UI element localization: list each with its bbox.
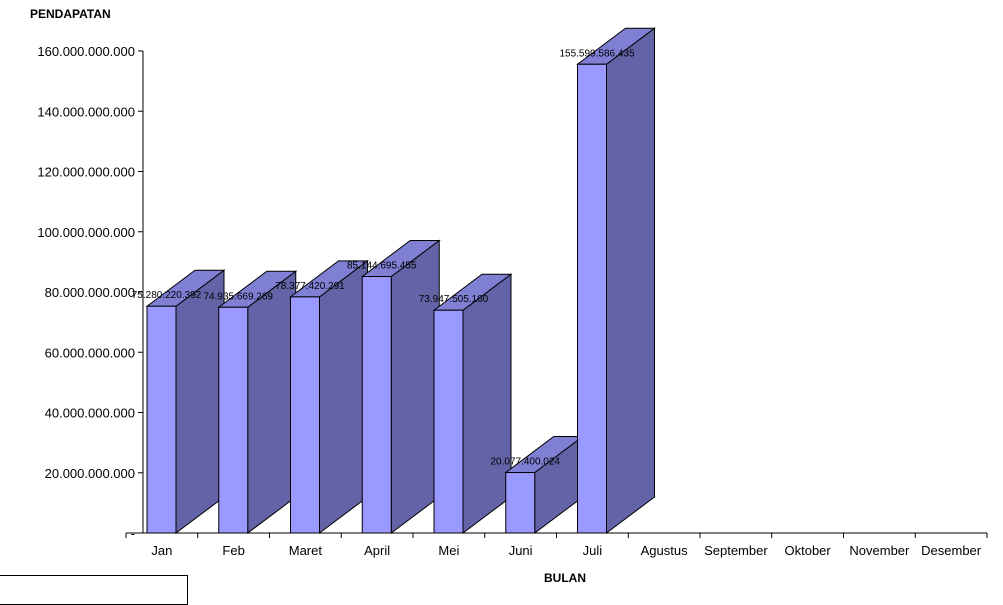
bar-front-face [290, 296, 320, 534]
y-tick-label: 120.000.000.000 [37, 165, 135, 180]
bar [576, 27, 656, 534]
data-label: 85.144.695.455 [347, 261, 417, 272]
y-tick-label: 80.000.000.000 [45, 285, 135, 300]
y-tick-label: 160.000.000.000 [37, 44, 135, 59]
y-tick-label: 20.000.000.000 [45, 466, 135, 481]
bar-side-face [247, 270, 297, 534]
bar-front-face [577, 63, 607, 534]
bar-side-face [462, 273, 512, 534]
data-label: 78.377.420.291 [275, 281, 345, 292]
x-tick-label: April [364, 543, 390, 558]
x-tick-label: Oktober [785, 543, 832, 558]
y-tick-label: 40.000.000.000 [45, 406, 135, 421]
bar-chart: PENDAPATAN BULAN -20.000.000.00040.000.0… [30, 7, 988, 585]
data-label: 74.935.669.269 [203, 291, 273, 302]
bar-side-face [390, 239, 440, 534]
y-tick-label: 140.000.000.000 [37, 104, 135, 119]
x-axis-title: BULAN [544, 571, 586, 585]
legend-box [0, 575, 188, 605]
x-tick-label: Desember [921, 543, 982, 558]
bar-side-face [606, 27, 655, 534]
x-tick-label: Agustus [641, 543, 688, 558]
x-tick-label: Feb [222, 543, 244, 558]
bar [289, 259, 369, 534]
bar-side-face [175, 269, 225, 534]
y-axis-title: PENDAPATAN [30, 7, 111, 21]
bar-front-face [146, 305, 177, 534]
chart-area: PENDAPATAN BULAN -20.000.000.00040.000.0… [30, 7, 988, 585]
bar-front-face [361, 276, 392, 534]
bar [432, 273, 513, 534]
y-tick-label: 60.000.000.000 [45, 345, 135, 360]
bar [360, 239, 441, 534]
y-tick-label: 100.000.000.000 [37, 225, 135, 240]
x-tick-label: Juli [583, 543, 603, 558]
bar-front-face [218, 306, 249, 534]
data-label: 155.599.586.435 [559, 48, 635, 59]
data-label: 20.077.400.024 [490, 457, 560, 468]
x-tick-label: Juni [509, 543, 533, 558]
data-label: 75.280.220.392 [132, 290, 202, 301]
x-tick-label: September [704, 543, 768, 558]
x-tick-label: November [849, 543, 910, 558]
bar [145, 269, 226, 534]
x-tick-label: Maret [289, 543, 323, 558]
bar-front-face [505, 472, 536, 534]
x-tick-label: Mei [438, 543, 459, 558]
bar-side-face [319, 259, 368, 534]
bar [217, 270, 298, 534]
bars-group [145, 27, 656, 534]
bar [504, 435, 585, 534]
data-label: 73.947.505.160 [419, 294, 489, 305]
bar-front-face [433, 309, 464, 534]
x-tick-label: Jan [151, 543, 172, 558]
